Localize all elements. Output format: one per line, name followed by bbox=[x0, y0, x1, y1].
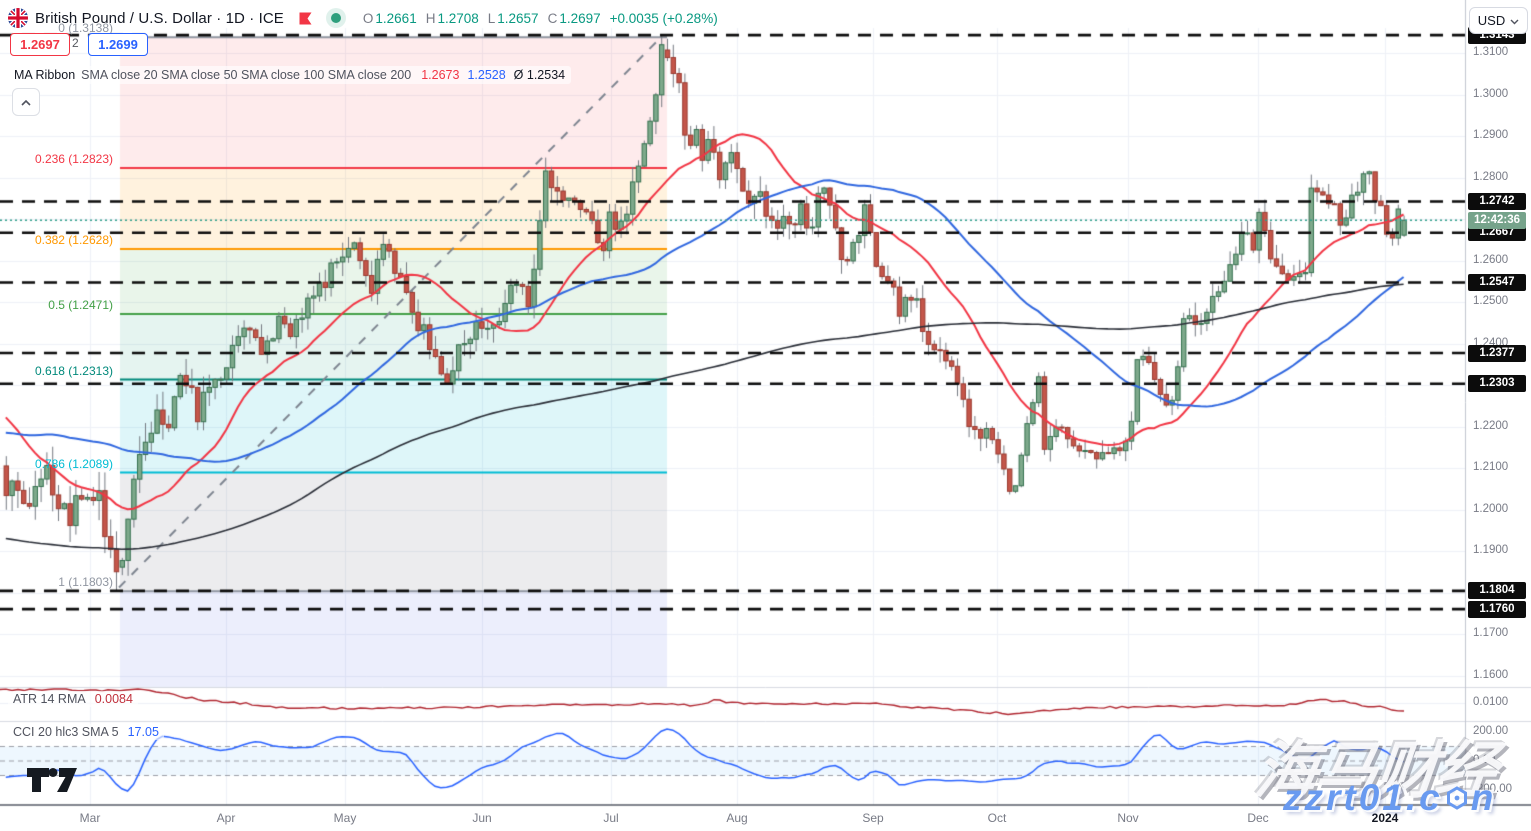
symbol-title[interactable]: British Pound / U.S. Dollar · 1D · ICE bbox=[35, 9, 284, 27]
y-axis-tick-label[interactable]: 1.2200 bbox=[1473, 420, 1509, 432]
currency-unit-label: USD bbox=[1477, 13, 1506, 28]
y-axis-tick-label[interactable]: 1.2100 bbox=[1473, 461, 1509, 473]
ma-value-slow: 1.2528 bbox=[467, 68, 506, 82]
ma-ribbon-title: MA Ribbon bbox=[14, 68, 76, 82]
y-axis-tick-label[interactable]: 1.3000 bbox=[1473, 88, 1509, 100]
atr-value: 0.0084 bbox=[94, 692, 133, 706]
close-value: 1.2697 bbox=[559, 10, 601, 26]
ma-ribbon-params: SMA close 20 SMA close 50 SMA close 100 … bbox=[81, 68, 412, 82]
x-axis-month-label[interactable]: Sep bbox=[862, 811, 884, 825]
x-axis-month-label[interactable]: 2024 bbox=[1371, 811, 1399, 825]
x-axis-month-label[interactable]: Nov bbox=[1117, 811, 1139, 825]
open-value: 1.2661 bbox=[375, 10, 417, 26]
y-axis-tick-label[interactable]: 1.3100 bbox=[1473, 46, 1509, 58]
flag-icon[interactable] bbox=[298, 11, 313, 26]
x-axis-month-label[interactable]: Aug bbox=[726, 811, 748, 825]
y-axis-tick-label[interactable]: 1.1700 bbox=[1473, 627, 1509, 639]
currency-unit-button[interactable]: USD bbox=[1469, 7, 1528, 34]
low-label: L bbox=[487, 10, 496, 26]
open-label: O bbox=[362, 10, 374, 26]
x-axis-month-label[interactable]: Jul bbox=[603, 811, 619, 825]
watermark-url-suffix: n bbox=[1470, 777, 1497, 818]
hexagon-icon bbox=[1446, 786, 1468, 810]
watermark-url: zzrt01.c n bbox=[1283, 777, 1496, 819]
fib-level-label[interactable]: 0.786 (1.2089) bbox=[34, 456, 113, 471]
y-axis-tick-label[interactable]: 0.0100 bbox=[1473, 696, 1509, 708]
x-axis-month-label[interactable]: Jun bbox=[472, 811, 492, 825]
watermark-url-prefix: zzrt01.c bbox=[1283, 777, 1443, 818]
atr-label: ATR 14 RMA bbox=[13, 692, 86, 706]
price-box-count: 2 bbox=[72, 36, 79, 50]
close-label: C bbox=[547, 10, 558, 26]
price-level-tag[interactable]: 1.1804 bbox=[1468, 582, 1526, 600]
price-level-tag[interactable]: 1.2547 bbox=[1468, 273, 1526, 291]
price-alert-box-blue[interactable]: 1.2699 bbox=[88, 33, 148, 56]
y-axis-tick-label[interactable]: 1.2900 bbox=[1473, 129, 1509, 141]
chevron-down-icon bbox=[1510, 13, 1519, 28]
x-axis-month-label[interactable]: May bbox=[333, 811, 357, 825]
gb-flag-icon bbox=[8, 8, 28, 28]
atr-legend[interactable]: ATR 14 RMA 0.0084 bbox=[8, 691, 138, 707]
cci-label: CCI 20 hlc3 SMA 5 bbox=[13, 725, 119, 739]
countdown-tag: 12:42:36 bbox=[1468, 212, 1526, 229]
x-axis-month-label[interactable]: Dec bbox=[1247, 811, 1269, 825]
high-label: H bbox=[425, 10, 436, 26]
y-axis-tick-label[interactable]: 0.00 bbox=[1473, 754, 1496, 766]
fib-level-label[interactable]: 0 (1.3138) bbox=[58, 21, 113, 36]
y-axis-tick-label[interactable]: 1.1900 bbox=[1473, 544, 1509, 556]
price-level-tag[interactable]: 1.2303 bbox=[1468, 375, 1526, 393]
x-axis-month-label[interactable]: Apr bbox=[216, 811, 236, 825]
x-axis-month-label[interactable]: Mar bbox=[79, 811, 101, 825]
chevron-up-icon bbox=[21, 93, 31, 111]
y-axis-tick-label[interactable]: 200.00 bbox=[1473, 725, 1509, 737]
ma-ribbon-legend[interactable]: MA Ribbon SMA close 20 SMA close 50 SMA c… bbox=[8, 66, 572, 84]
price-level-tag[interactable]: 1.1760 bbox=[1468, 600, 1526, 618]
price-level-tag[interactable]: 1.2742 bbox=[1468, 193, 1526, 211]
fib-level-label[interactable]: 0.236 (1.2823) bbox=[34, 151, 113, 166]
fib-level-label[interactable]: 0.5 (1.2471) bbox=[48, 298, 113, 313]
y-axis-tick-label[interactable]: 1.2800 bbox=[1473, 171, 1509, 183]
y-axis-tick-label[interactable]: -200.00 bbox=[1473, 783, 1513, 795]
high-value: 1.2708 bbox=[437, 10, 479, 26]
cci-value: 17.05 bbox=[127, 725, 159, 739]
low-value: 1.2657 bbox=[497, 10, 539, 26]
cci-legend[interactable]: CCI 20 hlc3 SMA 5 17.05 bbox=[8, 724, 164, 740]
fib-level-label[interactable]: 0.382 (1.2628) bbox=[34, 232, 113, 247]
y-axis-tick-label[interactable]: 1.1600 bbox=[1473, 669, 1509, 681]
ma-value-fast: 1.2673 bbox=[421, 68, 460, 82]
tradingview-logo[interactable] bbox=[26, 766, 82, 799]
fib-level-label[interactable]: 1 (1.1803) bbox=[58, 575, 113, 590]
ma-value-average: Ø 1.2534 bbox=[513, 68, 566, 82]
change-value: +0.0035 (+0.28%) bbox=[609, 10, 718, 26]
price-alert-box-red[interactable]: 1.2697 bbox=[10, 33, 70, 56]
y-axis-tick-label[interactable]: 1.2500 bbox=[1473, 295, 1509, 307]
collapse-pane-button[interactable] bbox=[12, 88, 40, 116]
y-axis-tick-label[interactable]: 1.2000 bbox=[1473, 503, 1509, 515]
ohlc-readout: O 1.2661 H 1.2708 L 1.2657 C 1.2697 +0.0035 … bbox=[363, 11, 727, 26]
fib-level-label[interactable]: 0.618 (1.2313) bbox=[34, 363, 113, 378]
price-level-tag[interactable]: 1.2377 bbox=[1468, 344, 1526, 362]
market-status-icon[interactable] bbox=[330, 13, 341, 23]
x-axis-month-label[interactable]: Oct bbox=[987, 811, 1007, 825]
y-axis-tick-label[interactable]: 1.2600 bbox=[1473, 254, 1509, 266]
chart-header: British Pound / U.S. Dollar · 1D · ICE O… bbox=[8, 5, 727, 31]
